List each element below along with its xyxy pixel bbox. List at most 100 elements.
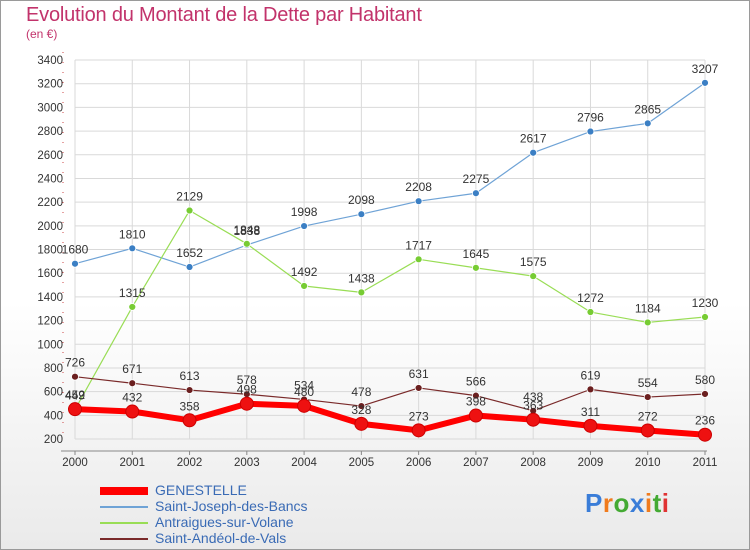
y-tick-label: 1200	[37, 316, 63, 328]
legend-label: Saint-Joseph-des-Bancs	[155, 498, 308, 514]
data-label: 580	[695, 373, 715, 387]
logo-letter: o	[613, 488, 630, 518]
data-label: 726	[65, 356, 85, 370]
y-tick-label: 1800	[37, 245, 63, 257]
data-point	[185, 263, 194, 271]
data-label: 578	[237, 373, 257, 387]
data-point	[242, 239, 251, 248]
x-tick-label: 2010	[635, 457, 661, 469]
data-label: 1438	[348, 271, 375, 285]
y-tick-label: 2400	[37, 173, 63, 185]
data-label: 1272	[577, 291, 604, 305]
data-label: 1717	[405, 238, 432, 252]
data-point	[526, 412, 541, 427]
data-point	[71, 372, 79, 381]
data-point	[354, 416, 369, 431]
data-label: 1998	[291, 205, 318, 219]
x-tick-label: 2001	[119, 457, 145, 469]
y-tick-label: 400	[44, 410, 63, 422]
data-label: 1810	[119, 227, 146, 241]
data-point	[701, 78, 709, 87]
x-tick-label: 2003	[234, 457, 260, 469]
x-tick-label: 2002	[177, 457, 203, 469]
y-tick-label: 2800	[37, 126, 63, 138]
data-label: 1680	[62, 243, 89, 257]
data-label: 671	[122, 362, 142, 376]
y-tick-label: 2600	[37, 150, 63, 162]
data-label: 438	[523, 390, 543, 404]
data-label: 2098	[348, 193, 375, 207]
data-label: 619	[580, 368, 600, 382]
logo-letter: t	[652, 488, 662, 518]
data-point	[643, 119, 652, 128]
data-label: 2129	[176, 190, 203, 204]
legend-swatch-genestelle	[100, 487, 148, 495]
data-point	[414, 197, 423, 206]
data-point	[357, 288, 366, 297]
y-tick-label: 2000	[37, 221, 63, 233]
data-label: 2208	[405, 180, 432, 194]
x-tick-label: 2006	[406, 457, 432, 469]
data-label: 2865	[634, 102, 661, 116]
y-tick-label: 600	[44, 387, 63, 399]
y-tick-label: 3400	[37, 55, 63, 67]
data-point	[472, 263, 480, 272]
data-point	[586, 385, 595, 394]
data-label: 1575	[520, 255, 547, 269]
y-tick-label: 1400	[37, 292, 63, 304]
data-point	[128, 303, 137, 311]
logo-letter: r	[602, 488, 614, 518]
data-label: 480	[294, 385, 314, 399]
data-label: 2617	[520, 132, 547, 146]
series-line	[74, 82, 706, 268]
logo-letter: i	[661, 488, 670, 518]
data-point	[300, 282, 308, 290]
y-tick-label: 3000	[37, 102, 63, 114]
data-label: 1230	[692, 296, 719, 310]
data-point	[182, 413, 197, 428]
data-point	[239, 396, 254, 411]
data-point	[414, 384, 423, 392]
data-point	[185, 206, 194, 215]
x-tick-label: 2007	[463, 457, 489, 469]
data-point	[357, 210, 366, 219]
data-point	[529, 148, 538, 157]
data-label: 1652	[176, 246, 203, 260]
logo-letter: x	[629, 488, 645, 518]
data-point	[414, 255, 423, 264]
series-line	[74, 376, 706, 412]
data-point	[472, 391, 480, 400]
x-tick-label: 2004	[291, 457, 317, 469]
data-label: 631	[409, 367, 429, 381]
series-line	[72, 400, 708, 438]
data-point	[357, 402, 366, 410]
x-tick-label: 2011	[693, 457, 718, 469]
x-tick-label: 2009	[578, 457, 604, 469]
data-point	[701, 390, 709, 398]
y-tick-label: 2200	[37, 197, 63, 209]
legend-label: GENESTELLE	[155, 482, 247, 498]
data-label: 554	[638, 376, 658, 390]
data-label: 1838	[233, 224, 260, 238]
data-label: 1848	[233, 223, 260, 237]
data-point	[586, 308, 595, 316]
data-label: 1184	[635, 301, 661, 315]
data-point	[71, 259, 79, 268]
data-point	[472, 189, 480, 198]
x-tick-label: 2008	[520, 457, 546, 469]
data-point	[529, 272, 538, 281]
legend-swatch-saint-joseph	[100, 506, 148, 508]
y-tick-label: 800	[44, 363, 63, 375]
data-label: 1492	[291, 265, 318, 279]
legend-swatch-antraigues	[100, 522, 148, 524]
data-label: 478	[351, 385, 371, 399]
series-line	[74, 209, 706, 411]
data-point	[586, 127, 595, 136]
proxiti-logo: Proxiti	[585, 488, 669, 519]
data-label: 452	[65, 388, 85, 402]
x-tick-label: 2005	[349, 457, 375, 469]
y-tick-label: 1000	[37, 339, 63, 351]
data-label: 272	[638, 409, 658, 423]
